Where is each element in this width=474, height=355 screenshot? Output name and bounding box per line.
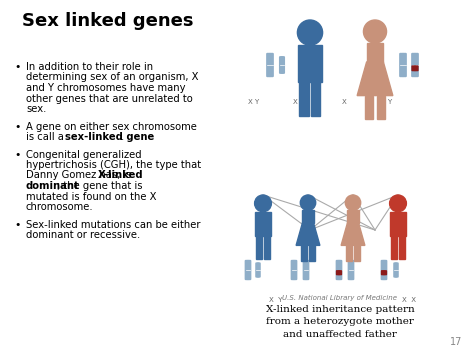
Text: X-linked inheritance pattern
from a heterozygote mother
and unaffected father: X-linked inheritance pattern from a hete… bbox=[265, 305, 414, 339]
Polygon shape bbox=[357, 62, 393, 95]
FancyBboxPatch shape bbox=[384, 271, 386, 275]
Bar bbox=[299, 45, 321, 82]
Bar bbox=[311, 82, 320, 115]
Circle shape bbox=[345, 195, 361, 211]
Text: U.S. National Library of Medicine: U.S. National Library of Medicine bbox=[283, 295, 398, 301]
Bar bbox=[376, 95, 385, 119]
FancyBboxPatch shape bbox=[381, 261, 384, 279]
Text: Congenital generalized: Congenital generalized bbox=[26, 149, 142, 159]
Text: •: • bbox=[14, 219, 20, 229]
FancyBboxPatch shape bbox=[292, 261, 294, 279]
FancyBboxPatch shape bbox=[400, 54, 403, 76]
Text: •: • bbox=[14, 149, 20, 159]
FancyBboxPatch shape bbox=[282, 57, 284, 73]
FancyBboxPatch shape bbox=[339, 271, 341, 275]
FancyBboxPatch shape bbox=[412, 54, 415, 76]
Text: ; the gene that is: ; the gene that is bbox=[57, 181, 143, 191]
Bar bbox=[255, 212, 271, 236]
Circle shape bbox=[390, 195, 406, 212]
Text: X: X bbox=[342, 99, 346, 105]
Bar bbox=[309, 245, 315, 261]
Bar bbox=[256, 236, 262, 259]
FancyBboxPatch shape bbox=[415, 66, 418, 71]
Bar bbox=[391, 236, 397, 259]
Bar bbox=[399, 236, 405, 259]
FancyBboxPatch shape bbox=[384, 261, 387, 279]
Bar bbox=[346, 245, 352, 261]
Circle shape bbox=[364, 20, 387, 43]
FancyBboxPatch shape bbox=[348, 261, 351, 279]
Bar bbox=[301, 245, 307, 261]
FancyBboxPatch shape bbox=[337, 271, 339, 275]
Bar bbox=[390, 212, 406, 236]
FancyBboxPatch shape bbox=[337, 261, 339, 279]
FancyBboxPatch shape bbox=[382, 271, 384, 275]
FancyBboxPatch shape bbox=[246, 261, 248, 279]
Text: Danny Gomez has, is: Danny Gomez has, is bbox=[26, 170, 135, 180]
Text: Y: Y bbox=[387, 99, 391, 105]
Circle shape bbox=[301, 195, 316, 211]
FancyBboxPatch shape bbox=[280, 57, 283, 73]
Text: dominant: dominant bbox=[26, 181, 80, 191]
Text: is call a: is call a bbox=[26, 132, 67, 142]
FancyBboxPatch shape bbox=[415, 54, 418, 76]
Polygon shape bbox=[341, 223, 365, 245]
Bar bbox=[347, 211, 359, 223]
FancyBboxPatch shape bbox=[351, 261, 354, 279]
Bar bbox=[366, 43, 383, 62]
Text: X  Y: X Y bbox=[269, 297, 283, 303]
FancyBboxPatch shape bbox=[412, 66, 415, 71]
FancyBboxPatch shape bbox=[270, 54, 273, 76]
Text: .: . bbox=[121, 132, 124, 142]
Text: dominant or recessive.: dominant or recessive. bbox=[26, 230, 140, 240]
FancyBboxPatch shape bbox=[248, 261, 251, 279]
Text: and Y chromosomes have many: and Y chromosomes have many bbox=[26, 83, 185, 93]
Text: X X: X X bbox=[293, 99, 305, 105]
Circle shape bbox=[297, 20, 323, 45]
Bar bbox=[365, 95, 374, 119]
Bar bbox=[302, 211, 314, 223]
Text: other genes that are unrelated to: other genes that are unrelated to bbox=[26, 93, 193, 104]
FancyBboxPatch shape bbox=[394, 263, 396, 277]
FancyBboxPatch shape bbox=[303, 261, 306, 279]
Text: Sex linked genes: Sex linked genes bbox=[22, 12, 193, 30]
FancyBboxPatch shape bbox=[339, 261, 342, 279]
FancyBboxPatch shape bbox=[267, 54, 270, 76]
Text: A gene on either sex chromosome: A gene on either sex chromosome bbox=[26, 121, 197, 131]
Bar bbox=[354, 245, 360, 261]
Text: chromosome.: chromosome. bbox=[26, 202, 94, 212]
Circle shape bbox=[255, 195, 272, 212]
Text: •: • bbox=[14, 62, 20, 72]
FancyBboxPatch shape bbox=[294, 261, 297, 279]
Text: hypertrichosis (CGH), the type that: hypertrichosis (CGH), the type that bbox=[26, 160, 201, 170]
FancyBboxPatch shape bbox=[258, 263, 260, 277]
Bar bbox=[264, 236, 270, 259]
Text: X  X: X X bbox=[402, 297, 416, 303]
FancyBboxPatch shape bbox=[306, 261, 309, 279]
FancyBboxPatch shape bbox=[396, 263, 398, 277]
Text: X Y: X Y bbox=[248, 99, 260, 105]
Bar bbox=[300, 82, 309, 115]
Text: In addition to their role in: In addition to their role in bbox=[26, 62, 153, 72]
Text: X-linked: X-linked bbox=[98, 170, 144, 180]
FancyBboxPatch shape bbox=[403, 54, 406, 76]
Text: 17: 17 bbox=[450, 337, 462, 347]
Text: •: • bbox=[14, 121, 20, 131]
FancyBboxPatch shape bbox=[256, 263, 258, 277]
Text: determining sex of an organism, X: determining sex of an organism, X bbox=[26, 72, 199, 82]
Polygon shape bbox=[296, 223, 320, 245]
Text: sex.: sex. bbox=[26, 104, 46, 114]
Text: mutated is found on the X: mutated is found on the X bbox=[26, 191, 156, 202]
Text: sex-linked gene: sex-linked gene bbox=[65, 132, 154, 142]
Text: Sex-linked mutations can be either: Sex-linked mutations can be either bbox=[26, 219, 201, 229]
